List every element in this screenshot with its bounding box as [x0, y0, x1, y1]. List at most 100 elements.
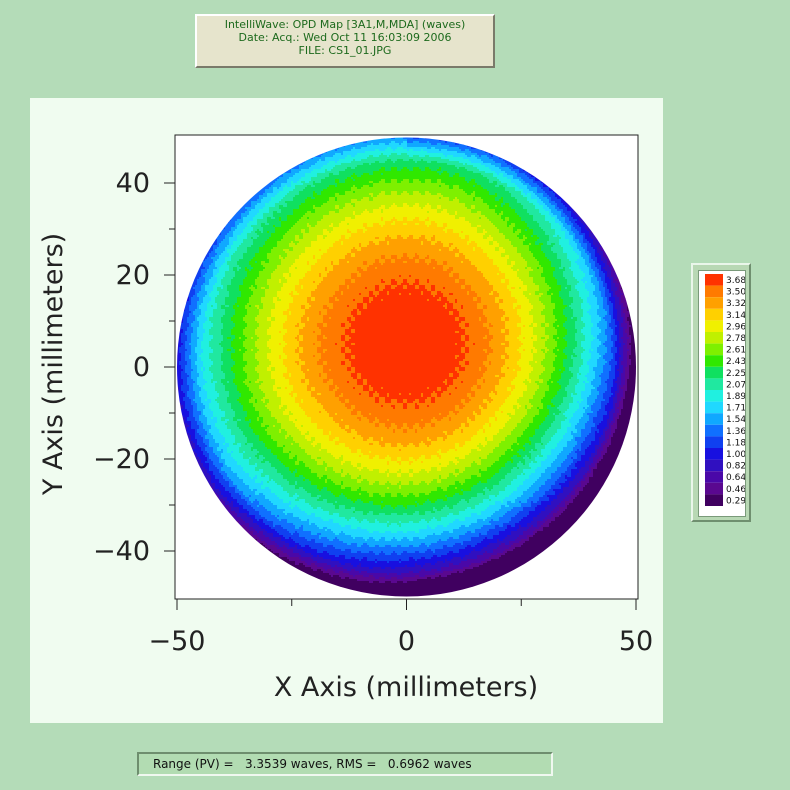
map-cell — [543, 189, 545, 191]
map-cell — [359, 169, 361, 171]
map-cell — [461, 165, 463, 167]
map-cell — [315, 167, 317, 169]
map-cell — [457, 165, 459, 167]
map-cell — [363, 179, 365, 181]
map-cell — [395, 141, 397, 143]
map-cell — [427, 183, 429, 185]
map-cell — [321, 173, 323, 175]
map-cell — [493, 161, 495, 163]
map-cell — [337, 191, 339, 193]
map-cell — [431, 159, 433, 161]
map-cell — [451, 165, 453, 167]
map-cell — [369, 185, 371, 187]
map-cell — [343, 175, 345, 177]
map-cell — [433, 141, 435, 143]
map-cell — [355, 165, 357, 167]
map-cell — [397, 187, 399, 189]
map-cell — [491, 181, 493, 183]
map-cell — [437, 187, 439, 189]
map-cell — [343, 177, 345, 179]
map-cell — [529, 175, 531, 177]
map-cell — [473, 165, 475, 167]
map-cell — [351, 157, 353, 159]
map-cell — [427, 167, 429, 169]
map-cell — [503, 177, 505, 179]
map-cell — [369, 179, 371, 181]
map-cell — [451, 171, 453, 173]
map-cell — [349, 151, 351, 153]
map-cell — [541, 187, 543, 189]
map-cell — [311, 159, 313, 161]
map-cell — [343, 173, 345, 175]
map-cell — [389, 187, 391, 189]
map-cell — [487, 185, 489, 187]
map-cell — [495, 157, 497, 159]
map-cell — [393, 165, 395, 167]
map-cell — [421, 177, 423, 179]
map-cell — [325, 165, 327, 167]
map-cell — [451, 169, 453, 171]
map-cell — [341, 181, 343, 183]
map-cell — [349, 181, 351, 183]
map-cell — [425, 139, 427, 141]
map-cell — [271, 187, 273, 189]
map-cell — [453, 161, 455, 163]
map-cell — [383, 173, 385, 175]
map-cell — [359, 155, 361, 157]
map-cell — [341, 189, 343, 191]
map-cell — [379, 189, 381, 191]
map-cell — [359, 171, 361, 173]
map-cell — [341, 191, 343, 193]
map-cell — [427, 145, 429, 147]
map-cell — [375, 173, 377, 175]
map-cell — [361, 177, 363, 179]
map-cell — [297, 165, 299, 167]
map-cell — [389, 145, 391, 147]
map-cell — [363, 187, 365, 189]
map-cell — [293, 179, 295, 181]
map-cell — [303, 189, 305, 191]
map-cell — [347, 155, 349, 157]
map-cell — [387, 143, 389, 145]
map-cell — [305, 165, 307, 167]
map-cell — [455, 167, 457, 169]
map-cell — [425, 187, 427, 189]
map-cell — [423, 173, 425, 175]
map-cell — [363, 173, 365, 175]
map-cell — [359, 173, 361, 175]
map-cell — [409, 157, 411, 159]
map-cell — [359, 189, 361, 191]
map-cell — [481, 181, 483, 183]
map-cell — [323, 163, 325, 165]
map-cell — [307, 161, 309, 163]
map-cell — [477, 155, 479, 157]
map-cell — [389, 141, 391, 143]
map-cell — [441, 151, 443, 153]
map-cell — [335, 191, 337, 193]
map-cell — [499, 161, 501, 163]
map-cell — [403, 173, 405, 175]
map-cell — [343, 187, 345, 189]
map-cell — [313, 183, 315, 185]
map-cell — [345, 159, 347, 161]
map-cell — [363, 191, 365, 193]
map-cell — [479, 165, 481, 167]
map-cell — [471, 163, 473, 165]
map-cell — [283, 191, 285, 193]
map-cell — [433, 181, 435, 183]
map-cell — [321, 169, 323, 171]
map-cell — [385, 141, 387, 143]
map-cell — [335, 189, 337, 191]
map-cell — [375, 167, 377, 169]
map-cell — [325, 175, 327, 177]
map-cell — [361, 179, 363, 181]
map-cell — [411, 145, 413, 147]
map-cell — [521, 179, 523, 181]
map-cell — [357, 185, 359, 187]
map-cell — [445, 159, 447, 161]
map-cell — [503, 179, 505, 181]
map-cell — [389, 167, 391, 169]
map-cell — [441, 161, 443, 163]
map-cell — [279, 183, 281, 185]
map-cell — [337, 175, 339, 177]
